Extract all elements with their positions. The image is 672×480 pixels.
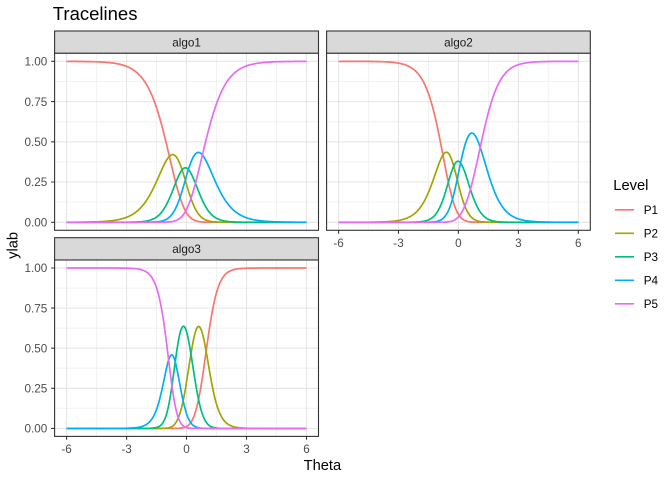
svg-text:-3: -3 (393, 237, 403, 250)
svg-text:0: 0 (183, 443, 190, 456)
svg-text:0.00: 0.00 (25, 217, 48, 230)
svg-text:-3: -3 (121, 443, 131, 456)
svg-text:algo1: algo1 (172, 36, 201, 49)
svg-text:-6: -6 (333, 237, 343, 250)
svg-text:3: 3 (515, 237, 522, 250)
svg-text:0.00: 0.00 (25, 423, 48, 436)
svg-text:0.50: 0.50 (25, 342, 48, 355)
svg-text:3: 3 (243, 443, 250, 456)
svg-text:1.00: 1.00 (25, 56, 48, 69)
svg-text:6: 6 (303, 443, 310, 456)
svg-text:-6: -6 (61, 443, 71, 456)
svg-text:Tracelines: Tracelines (53, 3, 138, 24)
svg-text:ylab: ylab (5, 232, 21, 259)
svg-text:0.50: 0.50 (25, 136, 48, 149)
svg-text:P1: P1 (644, 204, 658, 217)
svg-text:1.00: 1.00 (25, 262, 48, 275)
svg-text:P4: P4 (644, 275, 659, 288)
svg-text:algo3: algo3 (172, 243, 201, 256)
svg-text:0.75: 0.75 (25, 302, 48, 315)
svg-text:P5: P5 (644, 298, 659, 311)
svg-text:0.75: 0.75 (25, 96, 48, 109)
svg-text:algo2: algo2 (444, 36, 473, 49)
svg-text:Level: Level (613, 178, 648, 194)
svg-text:P2: P2 (644, 228, 658, 241)
svg-text:P3: P3 (644, 251, 658, 264)
svg-text:0.25: 0.25 (25, 383, 48, 396)
svg-text:Theta: Theta (304, 458, 342, 474)
svg-text:0: 0 (455, 237, 462, 250)
svg-text:0.25: 0.25 (25, 176, 48, 189)
svg-text:6: 6 (575, 237, 582, 250)
